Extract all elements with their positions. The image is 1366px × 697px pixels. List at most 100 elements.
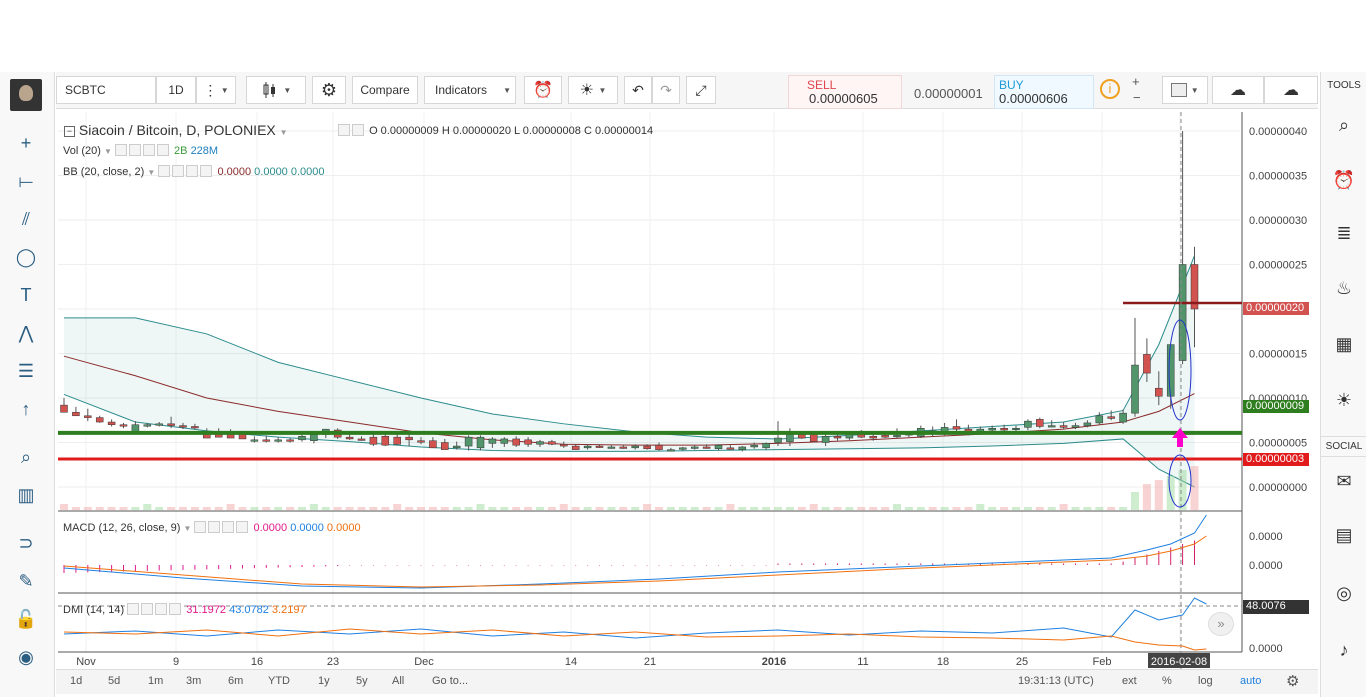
lightbulb-icon[interactable]: ☀ (1335, 389, 1353, 410)
ellipse-icon[interactable]: ◯ (15, 246, 37, 267)
interval-button[interactable]: 1D (156, 76, 196, 104)
interval-menu-button[interactable]: ⋮ ▼ (196, 76, 236, 104)
range-button-0[interactable]: 1d (70, 675, 83, 687)
fullscreen-button[interactable]: ⤢ (686, 76, 716, 104)
chat-icon[interactable]: ✉ (1336, 470, 1352, 491)
crosshair-icon[interactable]: + (20, 132, 32, 153)
candle-body (167, 423, 175, 426)
save-button[interactable]: ☁ (1264, 76, 1318, 104)
eye-icon[interactable] (158, 165, 171, 177)
eye-icon[interactable] (127, 603, 140, 615)
scale-option-percent[interactable]: % (1162, 675, 1172, 687)
arrow-up-icon[interactable]: ↑ (21, 398, 31, 419)
candle-body (1119, 412, 1127, 423)
range-button-3[interactable]: 3m (186, 675, 202, 687)
gear-icon[interactable] (172, 165, 185, 177)
range-button-9[interactable]: Go to... (432, 675, 469, 687)
range-button-2[interactable]: 1m (148, 675, 164, 687)
ideas-button[interactable]: ☀ ▼ (568, 76, 618, 104)
trend-line-icon[interactable]: ⟝ (18, 170, 34, 191)
list-icon[interactable]: ≣ (1336, 222, 1352, 243)
plus-icon[interactable] (222, 521, 235, 533)
symbol-input[interactable]: SCBTC (56, 76, 156, 104)
alarm-clock-icon: ⏰ (533, 82, 553, 99)
volume-bar (143, 504, 152, 510)
candle-body (476, 436, 485, 449)
magnet-icon[interactable]: ⊃ (18, 532, 34, 553)
scroll-right-button[interactable]: » (1208, 612, 1234, 636)
scale-option-log[interactable]: log (1198, 675, 1213, 687)
undo-button[interactable]: ↶ (624, 76, 652, 104)
layout-button[interactable]: ▼ (1162, 76, 1208, 104)
indicators-button[interactable]: Indicators ▼ (424, 76, 516, 104)
eye-icon[interactable] (338, 124, 350, 136)
eye-icon[interactable] (114, 144, 127, 156)
close-icon[interactable] (200, 165, 213, 177)
calendar-icon[interactable]: ▦ (1335, 333, 1353, 354)
volume-label: Vol (20) (63, 145, 101, 157)
eye-icon[interactable]: ◉ (18, 646, 34, 667)
volume-bar (226, 504, 235, 510)
close-icon[interactable] (169, 603, 182, 615)
interval-text: 1D (168, 83, 184, 97)
alarm-clock-icon[interactable]: ⏰ (1332, 169, 1356, 190)
range-button-8[interactable]: All (392, 675, 405, 687)
volume-bar (1023, 507, 1032, 510)
lock-icon[interactable]: 🔓 (14, 608, 38, 629)
close-icon[interactable] (156, 144, 169, 156)
candle-body (655, 444, 663, 450)
volume-bar (1107, 507, 1116, 510)
eye-icon[interactable] (194, 521, 207, 533)
pattern-icon[interactable]: ⋀ (18, 322, 34, 343)
candle-body (762, 443, 770, 449)
scale-option-ext[interactable]: ext (1122, 675, 1137, 687)
sell-button[interactable]: SELL 0.00000605 (788, 75, 902, 109)
alert-button[interactable]: ⏰ (524, 76, 562, 104)
candle-body (833, 436, 842, 439)
messages-icon[interactable]: ▤ (1335, 524, 1353, 545)
close-icon[interactable] (236, 521, 249, 533)
settings-button[interactable]: ⚙ (312, 76, 346, 104)
candle-body (393, 436, 401, 445)
plus-icon[interactable]: + (1132, 74, 1140, 89)
gear-icon[interactable] (352, 124, 364, 136)
range-button-1[interactable]: 5d (108, 675, 121, 687)
social-label: SOCIAL (1321, 436, 1366, 457)
range-button-6[interactable]: 1y (318, 675, 330, 687)
stream-icon[interactable]: ◎ (1336, 582, 1352, 603)
redo-button[interactable]: ↷ (652, 76, 680, 104)
plus-icon[interactable] (155, 603, 168, 615)
lock-drawing-icon[interactable]: ✎ (18, 570, 34, 591)
info-icon[interactable]: i (1100, 79, 1120, 99)
chart-style-button[interactable]: ▼ (246, 76, 306, 104)
zoom-icon[interactable]: ⌕ (20, 446, 32, 467)
measure-icon[interactable]: ▥ (17, 484, 35, 505)
prediction-icon[interactable]: ☰ (17, 360, 35, 381)
bell-icon[interactable]: ♪ (1339, 639, 1349, 660)
load-button[interactable]: ☁ (1212, 76, 1264, 104)
text-icon[interactable]: T (20, 284, 32, 305)
gear-icon[interactable] (208, 521, 221, 533)
collapse-icon[interactable]: − (64, 126, 75, 137)
flame-icon[interactable]: ♨ (1335, 277, 1353, 298)
candle-body (571, 445, 580, 450)
minus-icon[interactable]: − (1133, 90, 1141, 105)
search-icon[interactable]: ⌕ (1338, 114, 1350, 135)
range-button-4[interactable]: 6m (228, 675, 244, 687)
gear-icon[interactable]: ⚙ (1286, 673, 1300, 690)
range-button-7[interactable]: 5y (356, 675, 368, 687)
avatar[interactable] (10, 79, 42, 111)
gear-icon[interactable] (128, 144, 141, 156)
sell-price: 0.00000605 (809, 91, 878, 106)
compare-button[interactable]: Compare (352, 76, 418, 104)
plus-icon[interactable] (186, 165, 199, 177)
volume-bar (833, 507, 842, 510)
buy-button[interactable]: BUY 0.00000606 (994, 75, 1094, 109)
gear-icon[interactable] (141, 603, 154, 615)
plus-icon[interactable] (142, 144, 155, 156)
bb-value-2: 0.0000 (254, 166, 288, 178)
range-button-5[interactable]: YTD (268, 675, 290, 687)
scale-option-auto[interactable]: auto (1240, 675, 1262, 687)
fib-icon[interactable]: ⫽ (21, 208, 31, 229)
